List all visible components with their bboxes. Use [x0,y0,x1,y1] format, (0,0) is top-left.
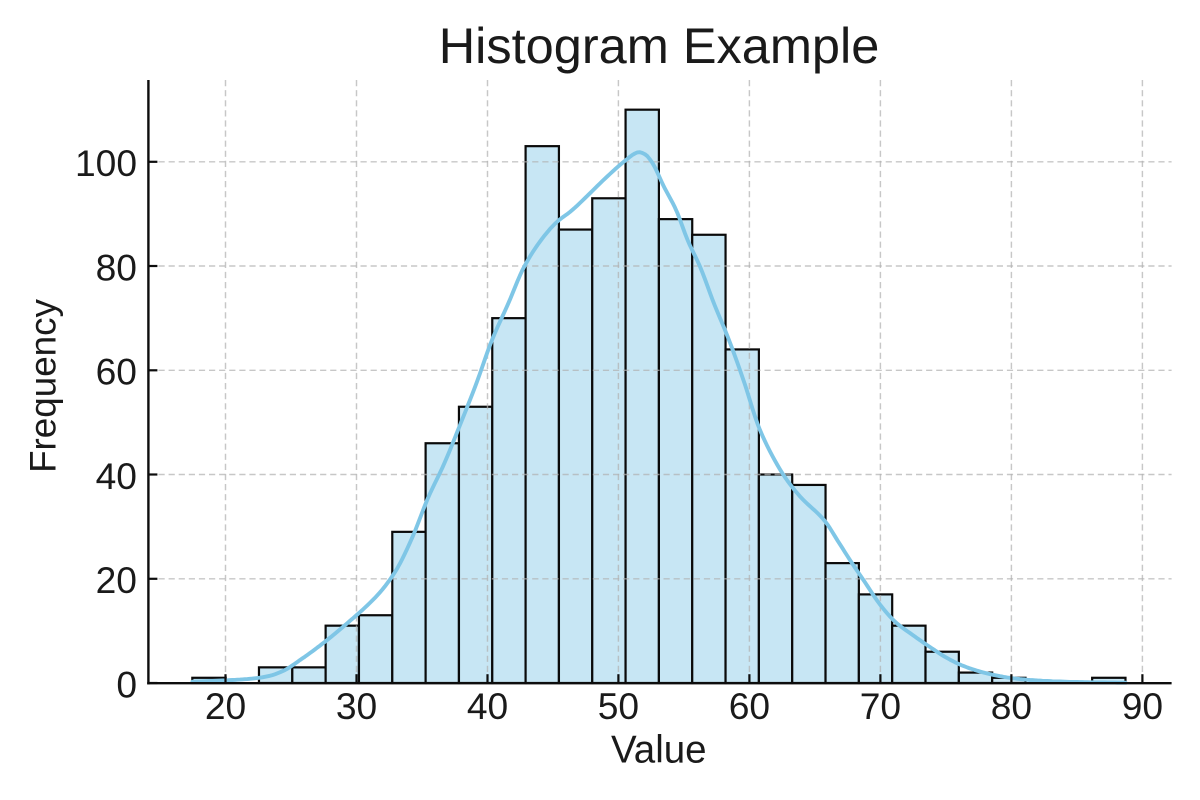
svg-text:Value: Value [611,729,707,772]
svg-text:80: 80 [96,246,137,288]
svg-text:70: 70 [860,685,901,727]
svg-text:Histogram Example: Histogram Example [439,17,880,74]
svg-text:40: 40 [96,455,137,497]
svg-text:90: 90 [1122,685,1163,727]
svg-text:20: 20 [205,685,246,727]
svg-text:20: 20 [96,559,137,601]
svg-text:50: 50 [598,685,639,727]
svg-text:Frequency: Frequency [22,298,63,472]
svg-text:40: 40 [467,685,508,727]
svg-text:30: 30 [336,685,377,727]
svg-text:60: 60 [96,351,137,393]
svg-text:80: 80 [991,685,1032,727]
svg-text:60: 60 [729,685,770,727]
svg-text:100: 100 [75,142,137,184]
svg-text:0: 0 [116,663,137,705]
